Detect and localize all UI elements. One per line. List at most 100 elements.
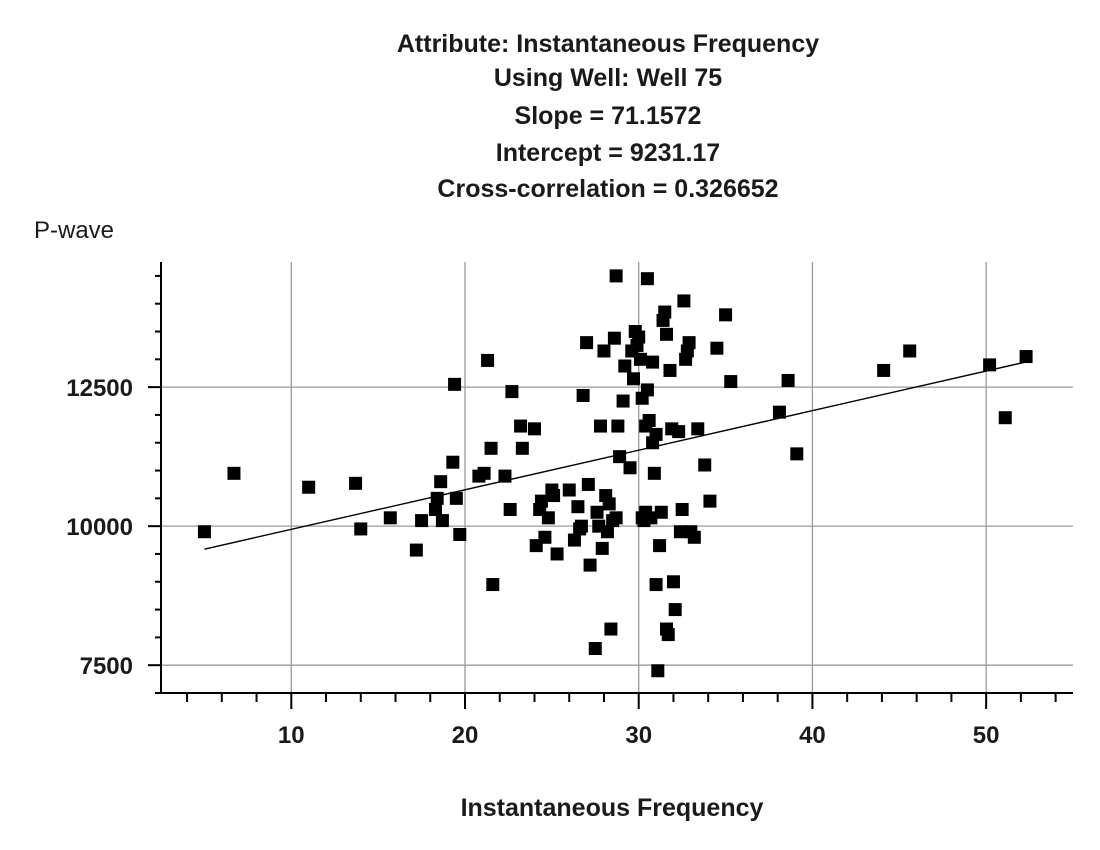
data-point (998, 411, 1012, 425)
data-point (682, 336, 696, 350)
y-tick-label: 10000 (66, 514, 133, 541)
data-point (498, 469, 512, 483)
data-point (503, 502, 517, 516)
data-point (600, 525, 614, 539)
title-line-attribute: Attribute: Instantaneous Frequency (397, 30, 819, 58)
data-point (698, 458, 712, 472)
data-point (903, 344, 917, 358)
y-tick-label: 12500 (66, 375, 133, 402)
data-point (613, 450, 627, 464)
data-point (597, 344, 611, 358)
data-point (484, 441, 498, 455)
data-point (653, 539, 667, 553)
data-point (581, 477, 595, 491)
data-point (651, 664, 665, 678)
data-point (590, 505, 604, 519)
data-point (772, 405, 786, 419)
data-point (687, 530, 701, 544)
data-point (383, 511, 397, 525)
data-point (623, 461, 637, 475)
data-point (627, 372, 641, 386)
data-point (602, 497, 616, 511)
data-point (446, 455, 460, 469)
x-axis-title: Instantaneous Frequency (461, 794, 764, 822)
data-point (302, 480, 316, 494)
data-point (673, 525, 687, 539)
data-points (197, 269, 1033, 678)
data-point (607, 331, 621, 345)
data-point (197, 525, 211, 539)
data-point (354, 522, 368, 536)
data-point (435, 514, 449, 528)
data-point (550, 547, 564, 561)
data-point (668, 603, 682, 617)
data-point (595, 541, 609, 555)
data-point (534, 494, 548, 508)
data-point (434, 475, 448, 489)
data-point (567, 533, 581, 547)
data-point (663, 363, 677, 377)
data-point (609, 269, 623, 283)
data-point (983, 358, 997, 372)
data-point (691, 422, 705, 436)
data-point (514, 419, 528, 433)
data-point (593, 419, 607, 433)
data-point (781, 373, 795, 387)
title-line-slope: Slope = 71.1572 (515, 102, 702, 130)
title-line-well: Using Well: Well 75 (494, 64, 722, 92)
data-point (477, 466, 491, 480)
data-point (541, 511, 555, 525)
data-point (649, 427, 663, 441)
data-point (658, 305, 672, 319)
data-point (703, 494, 717, 508)
axes (148, 262, 1073, 709)
data-point (1019, 350, 1033, 364)
tick-labels: 10 20 30 40 50 7500 10000 12500 (66, 375, 999, 749)
data-point (428, 502, 442, 516)
y-axis-title: P-wave (34, 217, 114, 244)
data-point (453, 528, 467, 542)
data-point (640, 272, 654, 286)
data-point (640, 383, 654, 397)
data-point (719, 308, 733, 322)
data-point (666, 575, 680, 589)
data-point (538, 530, 552, 544)
data-point (576, 388, 590, 402)
data-point (449, 491, 463, 505)
y-tick-label: 7500 (80, 653, 133, 680)
data-point (654, 505, 668, 519)
data-point (672, 425, 686, 439)
x-tick-label: 50 (973, 722, 1000, 749)
data-point (547, 489, 561, 503)
data-point (609, 511, 623, 525)
data-point (562, 483, 576, 497)
data-point (611, 419, 625, 433)
data-point (415, 514, 429, 528)
chart-title: Attribute: Instantaneous Frequency Using… (397, 30, 819, 203)
x-tick-label: 10 (278, 722, 305, 749)
data-point (430, 491, 444, 505)
data-point (448, 377, 462, 391)
data-point (646, 355, 660, 369)
data-point (649, 578, 663, 592)
data-point (571, 500, 585, 514)
data-point (604, 622, 618, 636)
data-point (588, 642, 602, 656)
data-point (639, 505, 653, 519)
x-tick-label: 30 (625, 722, 652, 749)
data-point (710, 341, 724, 355)
data-point (616, 394, 630, 408)
data-point (486, 578, 500, 592)
data-point (349, 476, 363, 490)
data-point (481, 353, 495, 367)
x-tick-label: 40 (799, 722, 826, 749)
title-line-cross-correlation: Cross-correlation = 0.326652 (437, 175, 778, 203)
data-point (642, 413, 656, 427)
data-point (505, 385, 519, 399)
data-point (647, 466, 661, 480)
x-tick-label: 20 (452, 722, 479, 749)
title-line-intercept: Intercept = 9231.17 (496, 139, 720, 167)
data-point (675, 502, 689, 516)
data-point (877, 363, 891, 377)
